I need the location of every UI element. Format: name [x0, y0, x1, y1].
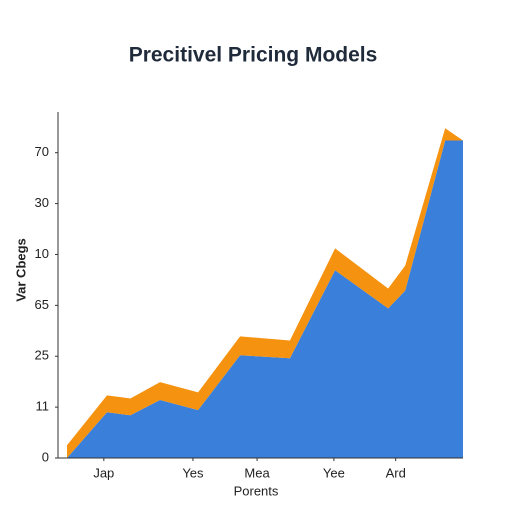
y-tick-label: 70 — [35, 144, 49, 159]
area — [67, 140, 463, 458]
y-tick-label: 65 — [35, 297, 49, 312]
x-tick-label: Yes — [182, 465, 204, 480]
y-tick-label: 11 — [36, 399, 50, 414]
area — [67, 128, 463, 458]
chart-title: Precitivel Pricing Models — [129, 44, 378, 67]
x-tick-label: Mea — [244, 465, 270, 480]
x-axis-title: Porents — [234, 483, 279, 498]
x-tick-label: Jap — [93, 465, 114, 480]
y-tick-label: 30 — [35, 195, 49, 210]
x-tick-label: Ard — [386, 465, 406, 480]
y-tick-label: 25 — [35, 348, 49, 363]
y-axis-title: Var Cbegs — [13, 238, 28, 302]
y-tick-label: 0 — [42, 449, 49, 464]
x-tick-label: Yee — [323, 465, 345, 480]
y-tick-label: 10 — [35, 246, 49, 261]
